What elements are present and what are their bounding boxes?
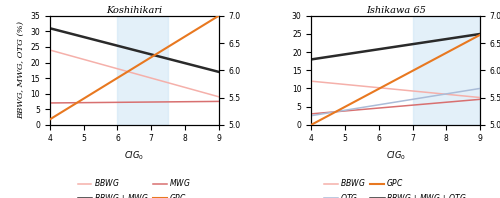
X-axis label: $CIG_0$: $CIG_0$ xyxy=(124,149,144,162)
Legend: $BBWG$, $BBWG + MWG$, $MWG$, $GPC$: $BBWG$, $BBWG + MWG$, $MWG$, $GPC$ xyxy=(74,174,194,198)
X-axis label: $CIG_0$: $CIG_0$ xyxy=(386,149,406,162)
Title: Koshihikari: Koshihikari xyxy=(106,6,162,15)
Y-axis label: BBWG, MWG, OTG (%): BBWG, MWG, OTG (%) xyxy=(17,21,25,119)
Legend: $BBWG$, $OTG$, $MWG$, $GPC$, $BBWG + MWG + OTG$: $BBWG$, $OTG$, $MWG$, $GPC$, $BBWG + MWG… xyxy=(321,174,470,198)
Title: Ishikawa 65: Ishikawa 65 xyxy=(366,6,426,15)
Bar xyxy=(412,16,480,125)
Bar xyxy=(118,16,168,125)
